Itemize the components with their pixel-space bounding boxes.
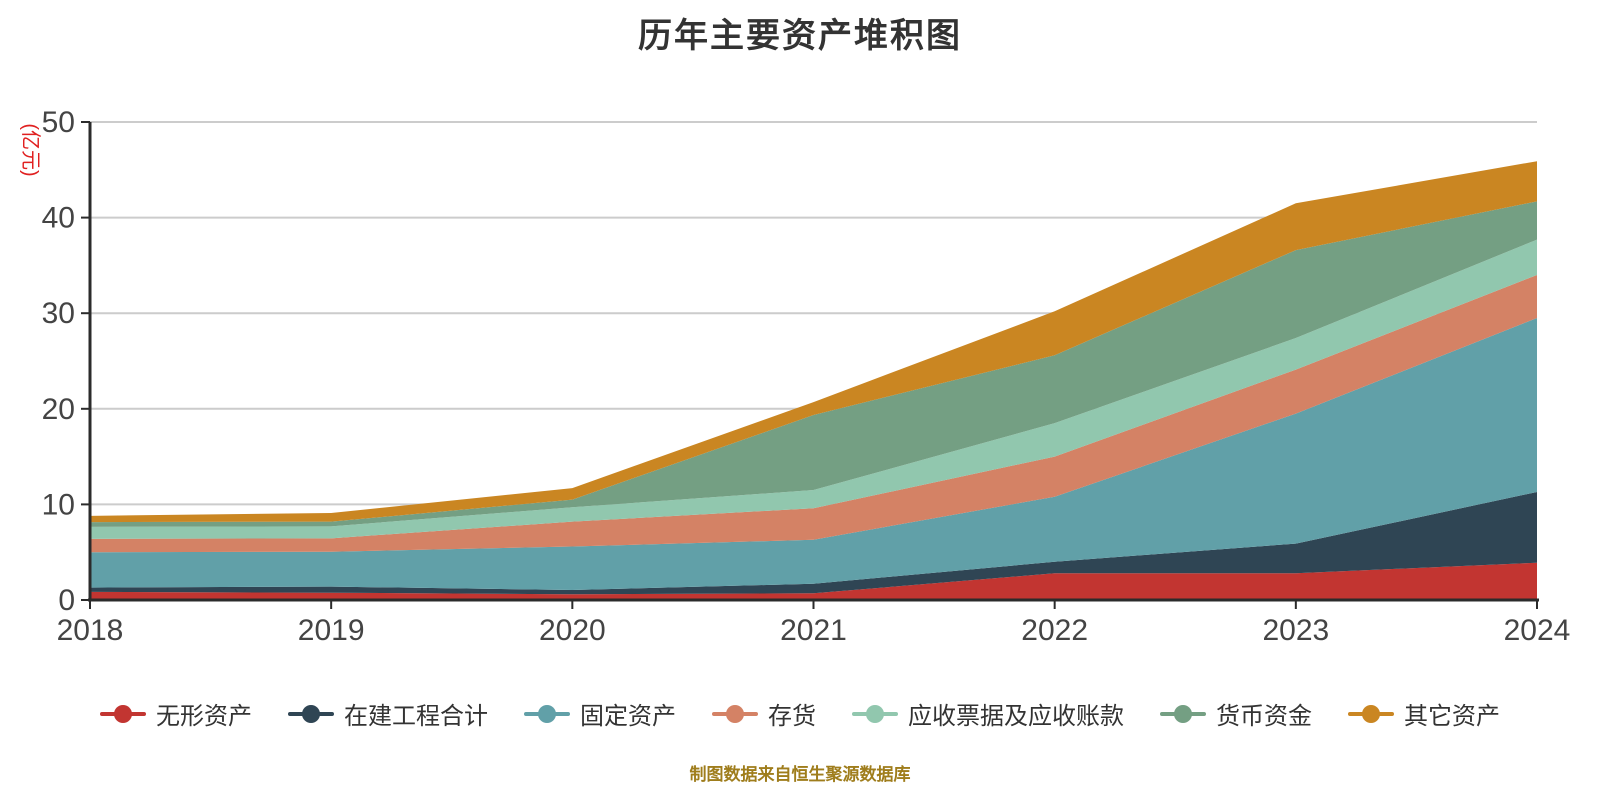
- legend-label: 货币资金: [1216, 703, 1312, 730]
- y-tick-label: 50: [42, 106, 75, 139]
- y-tick-label: 10: [42, 488, 75, 521]
- x-tick-label: 2019: [298, 614, 365, 647]
- legend-circle: [866, 704, 884, 723]
- legend-item-5[interactable]: 货币资金: [1160, 696, 1312, 731]
- x-tick-label: 2023: [1262, 614, 1329, 647]
- legend-item-1[interactable]: 在建工程合计: [288, 696, 488, 731]
- legend-circle: [1174, 704, 1192, 723]
- legend-marker-icon: [524, 704, 570, 723]
- legend-circle: [302, 704, 320, 723]
- legend-item-3[interactable]: 存货: [712, 696, 816, 731]
- x-tick-label: 2020: [539, 614, 606, 647]
- area-series-5: [90, 201, 1537, 527]
- x-tick-label: 2024: [1504, 614, 1571, 647]
- legend-marker-icon: [1348, 704, 1394, 723]
- x-tick-label: 2021: [780, 614, 847, 647]
- legend-circle: [1362, 704, 1380, 723]
- area-series-6: [90, 161, 1537, 523]
- data-source-note: 制图数据来自恒生聚源数据库: [689, 765, 911, 784]
- legend-label: 固定资产: [580, 703, 676, 730]
- y-tick-label: 40: [42, 202, 75, 235]
- y-tick-label: 30: [42, 297, 75, 330]
- legend-marker-icon: [712, 704, 758, 723]
- x-tick-label: 2022: [1021, 614, 1088, 647]
- chart-title: 历年主要资产堆积图: [638, 17, 962, 55]
- area-series-0: [90, 562, 1537, 600]
- legend-circle: [726, 704, 744, 723]
- legend-label: 存货: [768, 703, 816, 730]
- legend-marker-icon: [288, 704, 334, 723]
- legend-item-4[interactable]: 应收票据及应收账款: [852, 696, 1124, 731]
- legend-item-0[interactable]: 无形资产: [100, 696, 252, 731]
- y-tick-label: 0: [58, 584, 75, 617]
- legend-marker-icon: [1160, 704, 1206, 723]
- legend-circle: [538, 704, 556, 723]
- legend-label: 应收票据及应收账款: [908, 703, 1124, 730]
- legend-item-2[interactable]: 固定资产: [524, 696, 676, 731]
- legend-label: 其它资产: [1404, 703, 1500, 730]
- legend-marker-icon: [100, 704, 146, 723]
- x-tick-label: 2018: [57, 614, 124, 647]
- y-tick-label: 20: [42, 393, 75, 426]
- legend-label: 在建工程合计: [344, 703, 488, 730]
- area-series-1: [90, 491, 1537, 595]
- chart-legend: 无形资产 在建工程合计 固定资产 存货 应收票据及应收账款 货币资金 其它资产: [0, 696, 1600, 731]
- legend-circle: [114, 704, 132, 723]
- legend-marker-icon: [852, 704, 898, 723]
- legend-label: 无形资产: [156, 703, 252, 730]
- area-series-2: [90, 317, 1537, 590]
- area-series-3: [90, 274, 1537, 553]
- legend-item-6[interactable]: 其它资产: [1348, 696, 1500, 731]
